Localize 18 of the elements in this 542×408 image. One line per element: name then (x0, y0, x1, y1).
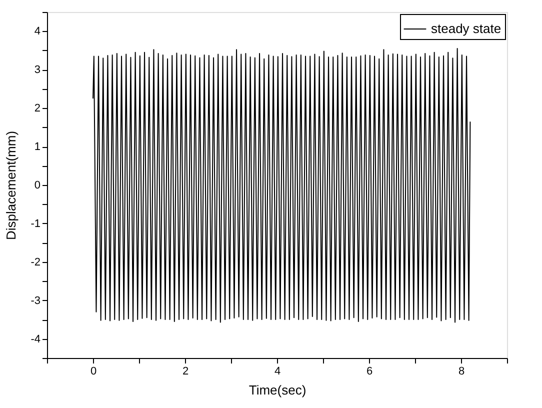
y-tick-label: 3 (34, 64, 40, 76)
y-tick-label: -4 (30, 333, 40, 346)
legend-label: steady state (431, 21, 502, 36)
y-tick-label: -3 (30, 294, 40, 307)
x-tick-label: 8 (458, 366, 465, 378)
x-axis-title: Time(sec) (248, 382, 306, 398)
y-tick-label: 2 (34, 102, 40, 115)
y-tick-label: 4 (34, 26, 40, 38)
x-tick-label: 6 (366, 366, 373, 378)
y-tick-label: 0 (34, 180, 40, 192)
y-axis-title: Displacement(mm) (4, 130, 19, 240)
y-tick-label: -2 (30, 256, 40, 268)
x-tick-label: 4 (274, 366, 281, 378)
y-tick-label: 1 (34, 141, 40, 154)
x-tick-label: 2 (182, 366, 189, 378)
line-series (92, 48, 471, 323)
x-tick-label: 0 (90, 366, 97, 378)
y-tick-label: -1 (30, 218, 40, 230)
